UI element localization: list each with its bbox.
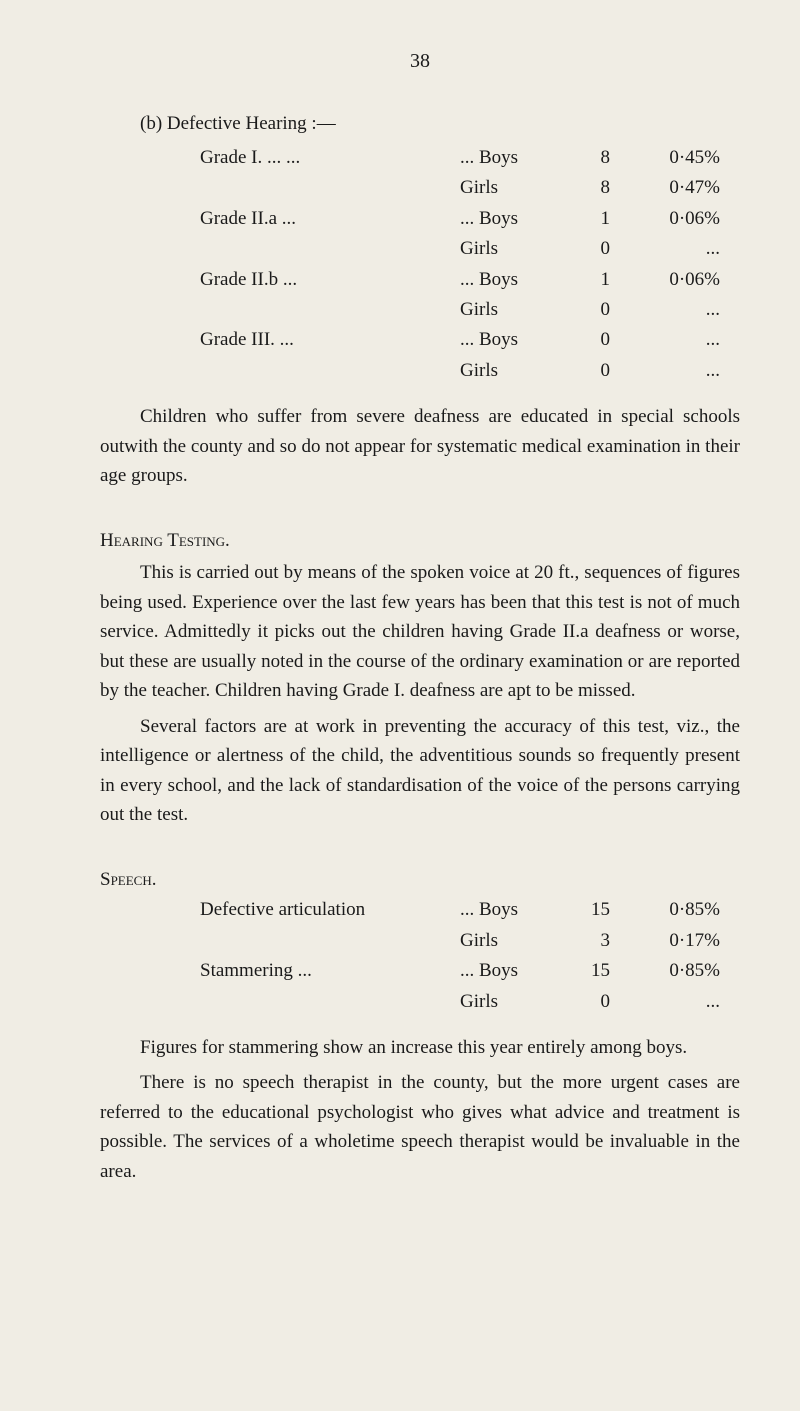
row-pct: 0·06% [610, 204, 720, 234]
row-gender: Girls [460, 173, 550, 203]
defective-hearing-heading: (b) Defective Hearing :— [100, 113, 740, 135]
row-count: 15 [550, 956, 610, 986]
row-pct: 0·85% [610, 895, 720, 925]
row-count: 8 [550, 143, 610, 173]
row-label [200, 356, 460, 386]
row-count: 0 [550, 295, 610, 325]
row-gender: ... Boys [460, 895, 550, 925]
row-label: Stammering ... [200, 956, 460, 986]
row-count: 0 [550, 356, 610, 386]
row-count: 0 [550, 234, 610, 264]
deafness-paragraph: Children who suffer from severe deafness… [100, 402, 740, 490]
row-label: Grade II.b ... [200, 265, 460, 295]
table-row: Grade II.a ... ... Boys 1 0·06% [100, 204, 740, 234]
row-gender: Girls [460, 356, 550, 386]
row-pct: 0·17% [610, 926, 720, 956]
page-container: 38 (b) Defective Hearing :— Grade I. ...… [0, 0, 800, 1242]
table-row: Girls 0 ... [100, 234, 740, 264]
row-label [200, 926, 460, 956]
hearing-testing-paragraph-2: Several factors are at work in preventin… [100, 712, 740, 830]
row-count: 8 [550, 173, 610, 203]
hearing-testing-heading: Hearing Testing. [100, 530, 740, 552]
table-row: Girls 0 ... [100, 295, 740, 325]
hearing-testing-paragraph-1: This is carried out by means of the spok… [100, 558, 740, 705]
table-row: Girls 8 0·47% [100, 173, 740, 203]
row-gender: Girls [460, 926, 550, 956]
row-label: Defective articulation [200, 895, 460, 925]
row-gender: Girls [460, 295, 550, 325]
row-gender: ... Boys [460, 143, 550, 173]
table-row: Stammering ... ... Boys 15 0·85% [100, 956, 740, 986]
row-pct: ... [610, 325, 720, 355]
row-count: 1 [550, 204, 610, 234]
row-gender: ... Boys [460, 956, 550, 986]
row-pct: 0·06% [610, 265, 720, 295]
row-label [200, 987, 460, 1017]
table-row: Defective articulation ... Boys 15 0·85% [100, 895, 740, 925]
table-row: Grade II.b ... ... Boys 1 0·06% [100, 265, 740, 295]
table-row: Grade III. ... ... Boys 0 ... [100, 325, 740, 355]
stammering-paragraph: Figures for stammering show an increase … [100, 1033, 740, 1062]
row-gender: ... Boys [460, 204, 550, 234]
row-gender: Girls [460, 234, 550, 264]
row-gender: ... Boys [460, 325, 550, 355]
page-number: 38 [100, 50, 740, 73]
row-label: Grade II.a ... [200, 204, 460, 234]
row-count: 3 [550, 926, 610, 956]
row-pct: ... [610, 234, 720, 264]
table-row: Girls 0 ... [100, 356, 740, 386]
row-label [200, 295, 460, 325]
row-count: 0 [550, 987, 610, 1017]
row-pct: 0·45% [610, 143, 720, 173]
row-label: Grade III. ... [200, 325, 460, 355]
row-pct: 0·85% [610, 956, 720, 986]
table-row: Grade I. ... ... ... Boys 8 0·45% [100, 143, 740, 173]
row-count: 0 [550, 325, 610, 355]
row-pct: ... [610, 356, 720, 386]
table-row: Girls 3 0·17% [100, 926, 740, 956]
row-label: Grade I. ... ... [200, 143, 460, 173]
row-pct: 0·47% [610, 173, 720, 203]
row-label [200, 234, 460, 264]
row-gender: Girls [460, 987, 550, 1017]
speech-therapist-paragraph: There is no speech therapist in the coun… [100, 1068, 740, 1186]
row-gender: ... Boys [460, 265, 550, 295]
row-pct: ... [610, 987, 720, 1017]
row-label [200, 173, 460, 203]
table-row: Girls 0 ... [100, 987, 740, 1017]
row-count: 1 [550, 265, 610, 295]
row-count: 15 [550, 895, 610, 925]
speech-heading: Speech. [100, 869, 740, 891]
row-pct: ... [610, 295, 720, 325]
